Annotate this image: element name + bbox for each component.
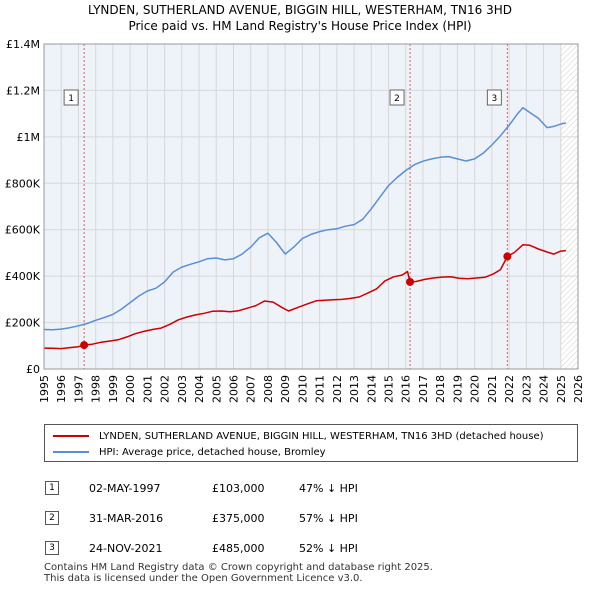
table-row: 2 31-MAR-2016 £375,000 57% ↓ HPI	[44, 504, 578, 534]
footer-copyright: Contains HM Land Registry data © Crown c…	[44, 562, 433, 573]
x-tick-label: 2009	[279, 375, 292, 403]
sale-number-box	[486, 89, 502, 106]
sale-number-box	[389, 89, 405, 106]
sale-point	[80, 341, 89, 350]
legend-label-property: LYNDEN, SUTHERLAND AVENUE, BIGGIN HILL, …	[99, 430, 544, 442]
chart-subtitle: Price paid vs. HM Land Registry's House …	[128, 19, 472, 33]
sale-number-label: 2	[394, 94, 400, 104]
sale-number: 3	[45, 541, 59, 555]
x-tick-label: 2007	[245, 375, 258, 403]
sale-date: 02-MAY-1997	[89, 482, 161, 495]
sale-hpi-diff: 57% ↓ HPI	[299, 512, 358, 525]
x-tick-label: 2014	[365, 375, 378, 403]
x-tick-label: 2025	[555, 375, 568, 403]
x-tick-label: 2002	[159, 375, 172, 403]
chart-legend: LYNDEN, SUTHERLAND AVENUE, BIGGIN HILL, …	[44, 424, 578, 462]
table-row: 3 24-NOV-2021 £485,000 52% ↓ HPI	[44, 534, 578, 564]
footer-license: This data is licensed under the Open Gov…	[44, 573, 363, 584]
x-tick-label: 2019	[451, 375, 464, 403]
x-tick-label: 2008	[262, 375, 275, 403]
x-tick-label: 2020	[469, 375, 482, 403]
x-tick-label: 2003	[176, 375, 189, 403]
y-tick-label: £800K	[5, 177, 41, 190]
sale-date: 31-MAR-2016	[89, 512, 164, 525]
x-tick-label: 2022	[503, 375, 516, 403]
sale-number: 2	[45, 511, 59, 525]
future-hatch	[560, 44, 578, 369]
x-tick-label: 1999	[107, 375, 120, 403]
x-tick-label: 2010	[296, 375, 309, 403]
x-tick-label: 2018	[434, 375, 447, 403]
x-tick-label: 1998	[90, 375, 103, 403]
footer: Contains HM Land Registry data © Crown c…	[44, 562, 433, 584]
x-tick-label: 2001	[141, 375, 154, 403]
sale-number-box	[63, 89, 79, 106]
x-tick-label: 2026	[572, 375, 585, 403]
x-tick-label: 1995	[38, 375, 51, 403]
legend-swatch-property	[53, 435, 89, 437]
y-tick-label: £400K	[5, 270, 41, 283]
sale-number: 1	[45, 481, 59, 495]
y-tick-label: £1.2M	[6, 84, 40, 97]
sale-number-label: 3	[492, 94, 498, 104]
sale-point	[406, 277, 415, 286]
sale-price: £485,000	[212, 542, 265, 555]
sale-point	[503, 252, 512, 261]
x-tick-label: 2013	[348, 375, 361, 403]
legend-entry-hpi: HPI: Average price, detached house, Brom…	[53, 444, 326, 460]
x-tick-label: 2006	[227, 375, 240, 403]
price-chart: 1 2 3 1995 1996 1997 1998 1999 2000 2001 2002 2003…	[5, 38, 585, 403]
sales-table: 1 02-MAY-1997 £103,000 47% ↓ HPI 2 31-MA…	[44, 474, 578, 564]
x-tick-label: 2016	[400, 375, 413, 403]
sale-date: 24-NOV-2021	[89, 542, 163, 555]
y-tick-label: £0	[26, 363, 40, 376]
x-tick-label: 2021	[486, 375, 499, 403]
x-tick-label: 2005	[210, 375, 223, 403]
x-tick-label: 2004	[193, 375, 206, 403]
x-tick-label: 2015	[383, 375, 396, 403]
sale-price: £375,000	[212, 512, 265, 525]
table-row: 1 02-MAY-1997 £103,000 47% ↓ HPI	[44, 474, 578, 504]
legend-entry-property: LYNDEN, SUTHERLAND AVENUE, BIGGIN HILL, …	[53, 428, 544, 444]
x-tick-label: 2000	[124, 375, 137, 403]
sale-price: £103,000	[212, 482, 265, 495]
legend-swatch-hpi	[53, 451, 89, 453]
y-tick-label: £600K	[5, 224, 41, 237]
x-tick-label: 1997	[72, 375, 85, 403]
y-tick-label: £200K	[5, 317, 41, 330]
x-tick-label: 2012	[331, 375, 344, 403]
chart-title: LYNDEN, SUTHERLAND AVENUE, BIGGIN HILL, …	[88, 3, 512, 17]
x-tick-label: 1996	[55, 375, 68, 403]
sale-number-label: 1	[68, 94, 74, 104]
x-tick-label: 2011	[314, 375, 327, 403]
property-series-line	[43, 244, 566, 350]
x-tick-label: 2017	[417, 375, 430, 403]
plot-frame	[43, 43, 579, 370]
sale-hpi-diff: 47% ↓ HPI	[299, 482, 358, 495]
y-tick-label: £1M	[17, 131, 41, 144]
x-tick-label: 2023	[520, 375, 533, 403]
y-tick-label: £1.4M	[6, 38, 40, 51]
sale-hpi-diff: 52% ↓ HPI	[299, 542, 358, 555]
x-tick-label: 2024	[538, 375, 551, 403]
legend-label-hpi: HPI: Average price, detached house, Brom…	[99, 446, 326, 458]
hpi-series-line	[43, 107, 567, 331]
